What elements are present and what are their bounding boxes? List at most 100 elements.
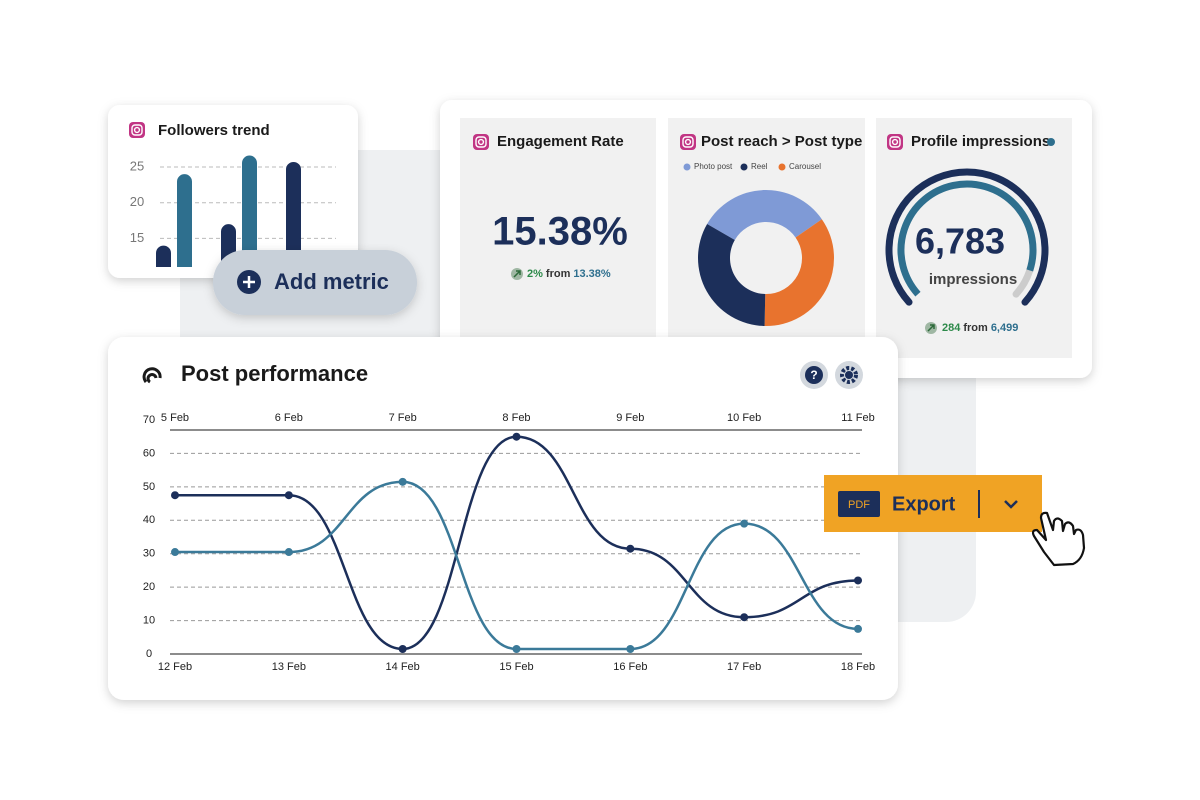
- data-point: [626, 544, 635, 553]
- widget-title: Profile impressions: [911, 133, 1050, 150]
- y-tick-label: 0: [146, 648, 152, 660]
- pdf-badge[interactable]: [838, 491, 880, 517]
- bar: [286, 161, 301, 267]
- gear-hub[interactable]: [845, 371, 853, 379]
- gear-icon[interactable]: [840, 366, 858, 384]
- help-icon[interactable]: [805, 366, 823, 384]
- gauge-track: [1012, 266, 1034, 298]
- button-label[interactable]: Add metric: [274, 269, 389, 294]
- widget-title: Post reach > Post type: [701, 133, 862, 150]
- y-tick-label: 70: [143, 414, 155, 426]
- y-tick-label: 30: [143, 548, 155, 560]
- gauge: [885, 168, 1049, 306]
- instagram-frame: [682, 136, 694, 148]
- x-tick-label: 17 Feb: [727, 661, 761, 673]
- chevron[interactable]: [1004, 500, 1018, 509]
- from: from: [546, 268, 571, 280]
- legend-label: Carousel: [789, 162, 821, 171]
- y-tick-label: 20: [143, 581, 155, 593]
- bar: [177, 174, 192, 267]
- help-glyph[interactable]: ?: [810, 368, 817, 382]
- y-tick-label: 10: [143, 614, 155, 626]
- data-point: [398, 644, 407, 653]
- change: 284: [942, 322, 961, 334]
- y-tick-label: 50: [143, 481, 155, 493]
- previous: 6,499: [991, 322, 1019, 334]
- status-dot: [1047, 138, 1055, 146]
- button-bg[interactable]: [213, 250, 417, 315]
- x2-tick-label: 10 Feb: [727, 412, 761, 424]
- instagram-lens: [684, 138, 692, 146]
- panel: [876, 118, 1072, 358]
- x-tick-label: 15 Feb: [499, 661, 533, 673]
- bar: [156, 245, 171, 267]
- button-label[interactable]: Export: [892, 493, 956, 515]
- instagram-frame: [131, 124, 143, 136]
- kpi-unit: impressions: [929, 271, 1017, 288]
- data-point: [740, 613, 749, 622]
- y-tick-label: 60: [143, 447, 155, 459]
- plus[interactable]: [243, 276, 255, 288]
- donut-slice: [707, 190, 822, 240]
- x-tick-label: 18 Feb: [841, 661, 875, 673]
- data-point: [854, 576, 862, 585]
- donut-slice: [764, 219, 834, 326]
- data-point: [284, 548, 293, 557]
- data-point: [512, 432, 521, 441]
- donut-chart: Post reach > Post type Photo post Reel Caro…: [680, 133, 862, 326]
- legend-swatch: [740, 163, 748, 171]
- donut-slice: [698, 224, 766, 326]
- data-point: [171, 491, 179, 500]
- cursor-hand: [1031, 511, 1086, 567]
- trend-arrow: [513, 270, 521, 278]
- y-tick-label: 40: [143, 514, 155, 526]
- add-metric-button[interactable]: Add metric: [213, 250, 417, 315]
- badge-label[interactable]: PDF: [848, 499, 870, 511]
- instagram-lens: [891, 138, 899, 146]
- x-tick-label: 14 Feb: [386, 661, 420, 673]
- data-point: [284, 491, 293, 500]
- panel: [460, 118, 656, 358]
- instagram-lens: [477, 138, 485, 146]
- bar: [242, 155, 257, 267]
- legend-swatch: [683, 163, 691, 171]
- from: from: [963, 322, 988, 334]
- change: 2%: [527, 268, 543, 280]
- gauge-fill: [897, 180, 1037, 297]
- y-tick-label: 15: [130, 230, 144, 245]
- instagram-frame: [889, 136, 901, 148]
- x2-tick-label: 5 Feb: [161, 412, 189, 424]
- series-line: [175, 435, 859, 651]
- widget-title: Engagement Rate: [497, 133, 624, 150]
- kpi-value: 6,783: [915, 221, 1005, 262]
- y-tick-label: 20: [130, 194, 144, 209]
- x2-tick-label: 7 Feb: [389, 412, 417, 424]
- trend-arrow: [927, 324, 935, 332]
- kpi-change: 284 from 6,499: [942, 322, 1018, 334]
- instagram-frame: [475, 136, 487, 148]
- line-chart: Post performance 0 10 20 30 40 50 60 70 12 Feb 5 F…: [143, 361, 875, 673]
- kpi-change: 2% from 13.38%: [527, 268, 611, 280]
- x2-tick-label: 9 Feb: [616, 412, 644, 424]
- previous: 13.38%: [573, 268, 611, 280]
- performance-card: [108, 337, 898, 700]
- bar-chart: Followers trend 15 20 25: [129, 122, 336, 267]
- legend-swatch: [778, 163, 786, 171]
- data-point: [740, 519, 749, 528]
- y-tick-label: 25: [130, 158, 144, 173]
- data-point: [512, 644, 521, 653]
- x2-tick-label: 6 Feb: [275, 412, 303, 424]
- kpi-value: 15.38%: [492, 210, 628, 254]
- data-point: [398, 477, 407, 486]
- legend-label: Photo post: [694, 162, 733, 171]
- data-point: [171, 548, 179, 557]
- export-button[interactable]: PDF Export: [824, 475, 1042, 532]
- x-tick-label: 16 Feb: [613, 661, 647, 673]
- gauge-outer: [885, 168, 1049, 306]
- x-tick-label: 13 Feb: [272, 661, 306, 673]
- x2-tick-label: 11 Feb: [841, 412, 874, 424]
- widget-title: Followers trend: [158, 122, 270, 139]
- instagram-lens: [133, 126, 141, 134]
